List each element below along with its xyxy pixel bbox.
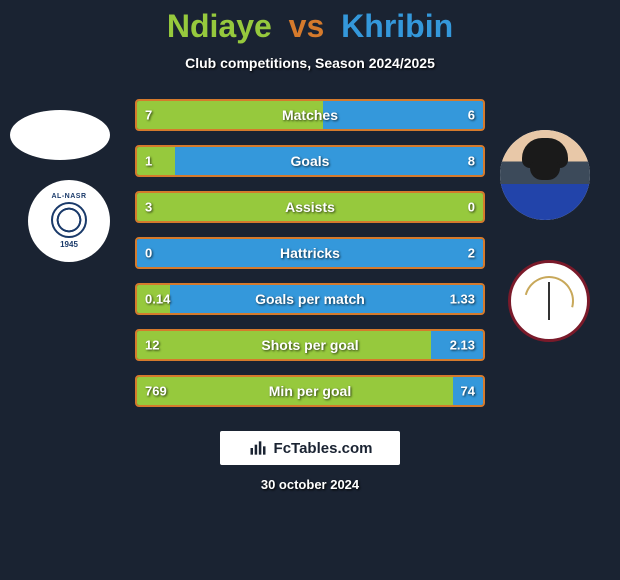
stat-row: 1 8 Goals	[135, 145, 485, 177]
stat-value-right: 1.33	[450, 292, 475, 307]
stats-container: 7 6 Matches 1 8 Goals 3 0 Assists 0 2 Hattricks 0.14…	[135, 99, 485, 407]
subtitle: Club competitions, Season 2024/2025	[185, 55, 435, 71]
stat-label: Goals	[291, 153, 330, 169]
stat-value-right: 0	[468, 200, 475, 215]
stat-value-left: 0	[145, 246, 152, 261]
stat-row: 0.14 1.33 Goals per match	[135, 283, 485, 315]
footer-brand: FcTables.com	[220, 431, 400, 465]
stat-value-left: 769	[145, 384, 167, 399]
player1-name: Ndiaye	[167, 8, 272, 44]
soccer-ball-icon	[51, 202, 87, 238]
club-left-year: 1945	[60, 240, 78, 249]
stat-bar-right	[323, 101, 483, 129]
stat-value-left: 1	[145, 154, 152, 169]
stat-label: Shots per goal	[261, 337, 358, 353]
player2-name: Khribin	[341, 8, 453, 44]
stat-row: 769 74 Min per goal	[135, 375, 485, 407]
stat-label: Assists	[285, 199, 335, 215]
stat-value-right: 8	[468, 154, 475, 169]
stat-value-right: 2	[468, 246, 475, 261]
chart-icon	[248, 438, 268, 458]
stat-label: Hattricks	[280, 245, 340, 261]
stat-value-left: 7	[145, 108, 152, 123]
player1-club-crest: AL-NASR 1945	[28, 180, 110, 262]
stat-row: 12 2.13 Shots per goal	[135, 329, 485, 361]
stat-value-left: 3	[145, 200, 152, 215]
stat-bar-left	[137, 147, 175, 175]
stat-row: 0 2 Hattricks	[135, 237, 485, 269]
stat-row: 7 6 Matches	[135, 99, 485, 131]
footer-date: 30 october 2024	[261, 477, 359, 492]
title: Ndiaye vs Khribin	[167, 8, 453, 45]
stat-label: Matches	[282, 107, 338, 123]
stat-label: Goals per match	[255, 291, 365, 307]
stat-value-right: 6	[468, 108, 475, 123]
vs-separator: vs	[289, 8, 325, 44]
player1-avatar	[10, 110, 110, 160]
club-left-name: AL-NASR	[52, 193, 87, 200]
player2-club-crest	[508, 260, 590, 342]
stat-value-left: 0.14	[145, 292, 170, 307]
stat-label: Min per goal	[269, 383, 351, 399]
stat-row: 3 0 Assists	[135, 191, 485, 223]
stat-value-right: 2.13	[450, 338, 475, 353]
brand-text: FcTables.com	[274, 440, 373, 457]
stat-value-right: 74	[461, 384, 475, 399]
stat-value-left: 12	[145, 338, 159, 353]
player2-avatar	[500, 130, 590, 220]
